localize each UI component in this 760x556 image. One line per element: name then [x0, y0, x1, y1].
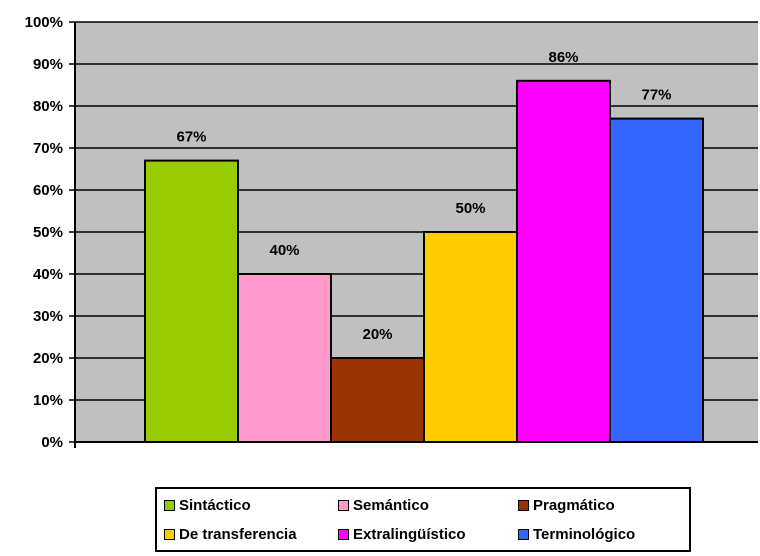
legend-label: Pragmático: [533, 497, 615, 514]
legend-item-2: Pragmático: [518, 497, 615, 514]
legend-swatch: [338, 500, 349, 511]
data-label-0: 67%: [176, 129, 206, 146]
legend-item-4: Extralingüístico: [338, 526, 466, 543]
legend-item-0: Sintáctico: [164, 497, 251, 514]
legend-swatch: [518, 500, 529, 511]
y-tick-label: 80%: [33, 98, 63, 115]
y-tick-label: 20%: [33, 350, 63, 367]
legend: Sintáctico Semántico Pragmático De transfer…: [155, 487, 691, 552]
data-label-2: 20%: [362, 326, 392, 343]
y-tick-label: 100%: [25, 14, 63, 31]
data-label-4: 86%: [548, 49, 578, 66]
legend-item-5: Terminológico: [518, 526, 635, 543]
y-tick-label: 40%: [33, 266, 63, 283]
legend-swatch: [518, 529, 529, 540]
y-tick-label: 0%: [41, 434, 63, 451]
legend-swatch: [164, 529, 175, 540]
y-tick-label: 10%: [33, 392, 63, 409]
data-label-3: 50%: [455, 200, 485, 217]
legend-label: Semántico: [353, 497, 429, 514]
bar-0: [144, 159, 239, 443]
y-tick-label: 30%: [33, 308, 63, 325]
legend-swatch: [164, 500, 175, 511]
y-tick-label: 70%: [33, 140, 63, 157]
y-tick-label: 50%: [33, 224, 63, 241]
bar-5: [609, 117, 704, 443]
bar-2: [330, 357, 425, 443]
legend-item-1: Semántico: [338, 497, 429, 514]
data-labels: 67% 40% 20% 50% 86% 77%: [176, 49, 671, 343]
legend-swatch: [338, 529, 349, 540]
legend-item-3: De transferencia: [164, 526, 297, 543]
legend-label: Extralingüístico: [353, 526, 466, 543]
bar-3: [423, 231, 518, 443]
y-tick-label: 60%: [33, 182, 63, 199]
bar-4: [516, 79, 611, 444]
data-label-1: 40%: [269, 242, 299, 259]
bar-1: [237, 273, 332, 443]
legend-label: Sintáctico: [179, 497, 251, 514]
y-axis: 0% 10% 20% 30% 40% 50% 60% 70% 80% 90% 100%: [25, 14, 758, 451]
legend-label: De transferencia: [179, 526, 297, 543]
y-tick-label: 90%: [33, 56, 63, 73]
data-label-5: 77%: [641, 87, 671, 104]
legend-label: Terminológico: [533, 526, 636, 543]
